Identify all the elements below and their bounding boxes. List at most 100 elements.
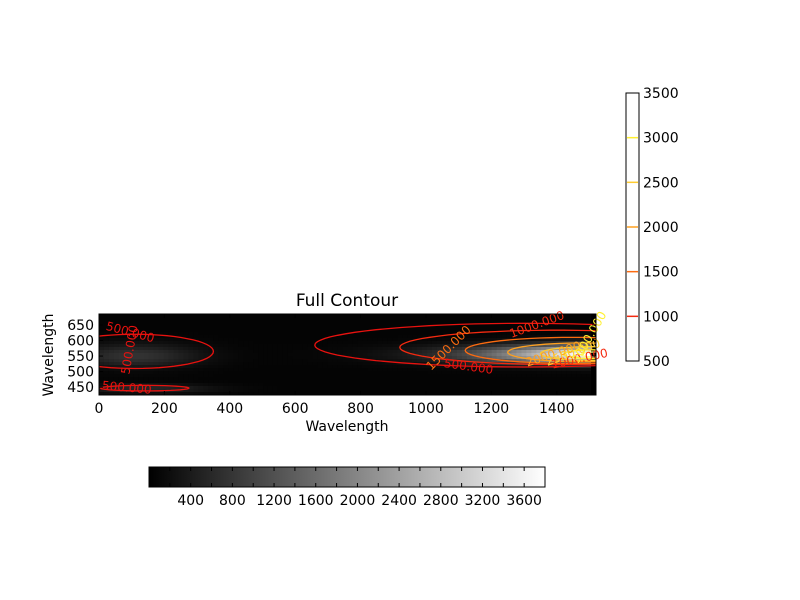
heatmap-cell [551, 368, 557, 372]
heatmap-cell [407, 386, 413, 390]
heatmap-cell [113, 323, 120, 327]
heatmap-cell [193, 365, 199, 369]
heatmap-cell [223, 353, 229, 357]
heatmap-cell [332, 335, 339, 339]
heatmap-cell [118, 359, 125, 363]
heatmap-cell [123, 392, 130, 395]
heatmap-cell [362, 356, 368, 360]
heatmap-cell [302, 368, 309, 372]
heatmap-cell [422, 329, 428, 333]
heatmap-cell [407, 314, 413, 318]
heatmap-cell [178, 380, 185, 384]
heatmap-cell [108, 389, 115, 393]
heatmap-cell [556, 326, 562, 330]
heatmap-cell [506, 389, 513, 393]
heatmap-cell [591, 356, 596, 360]
heatmap-cell [258, 389, 264, 393]
heatmap-cell [103, 359, 110, 363]
heatmap-cell [238, 380, 244, 384]
heatmap-cell [128, 335, 135, 339]
heatmap-cell [123, 323, 130, 327]
heatmap-cell [407, 350, 413, 354]
heatmap-cell [228, 344, 234, 348]
heatmap-cell [541, 344, 547, 348]
heatmap-cell [327, 341, 334, 345]
heatmap-cell [272, 383, 279, 387]
heatmap-cell [496, 380, 503, 384]
heatmap-cell [263, 317, 269, 321]
heatmap-cell [272, 323, 279, 327]
heatmap-cell [307, 359, 314, 363]
heatmap-cell [108, 320, 115, 324]
heatmap-cell [506, 371, 513, 375]
heatmap-cell [148, 344, 155, 348]
heatmap-cell [506, 356, 513, 360]
heatmap-cell [501, 374, 508, 378]
heatmap-cell [267, 368, 274, 372]
heatmap-cell [347, 389, 354, 393]
heatmap-cell [188, 335, 195, 339]
heatmap-cell [541, 389, 547, 393]
heatmap-cell [397, 335, 403, 339]
heatmap-cell [327, 386, 334, 390]
heatmap-cell [103, 356, 110, 360]
heatmap-cell [431, 341, 438, 345]
heatmap-cell [551, 386, 557, 390]
heatmap-cell [282, 374, 289, 378]
heatmap-cell [178, 332, 185, 336]
heatmap-cell [223, 332, 229, 336]
heatmap-cell [526, 350, 532, 354]
heatmap-cell [446, 326, 453, 330]
heatmap-cell [322, 353, 329, 357]
heatmap-cell [103, 314, 110, 318]
heatmap-cell [178, 386, 185, 390]
heatmap-cell [263, 383, 269, 387]
heatmap-cell [367, 356, 373, 360]
heatmap-cell [541, 341, 547, 345]
heatmap-cell [188, 377, 195, 381]
heatmap-cell [566, 314, 572, 318]
heatmap-cell [277, 389, 284, 393]
heatmap-cell [258, 317, 264, 321]
heatmap-cell [392, 341, 398, 345]
heatmap-cell [516, 341, 523, 345]
heatmap-cell [238, 344, 244, 348]
heatmap-cell [461, 377, 468, 381]
heatmap-cell [188, 368, 195, 372]
heatmap-cell [302, 323, 309, 327]
heatmap-cell [476, 371, 483, 375]
heatmap-cell [516, 344, 523, 348]
heatmap-cell [183, 371, 190, 375]
heatmap-cell [581, 320, 587, 324]
heatmap-cell [297, 344, 304, 348]
contour-line-500 [314, 322, 596, 368]
heatmap-cell [337, 326, 344, 330]
heatmap-cell [501, 350, 508, 354]
heatmap-cell [312, 374, 319, 378]
heatmap-cell [113, 353, 120, 357]
heatmap-cell [327, 332, 334, 336]
heatmap-cell [536, 383, 542, 387]
heatmap-cell [228, 389, 234, 393]
heatmap-cell [218, 386, 224, 390]
heatmap-cell [466, 377, 473, 381]
heatmap-cell [148, 386, 155, 390]
heatmap-cell [581, 374, 587, 378]
heatmap-cell [387, 344, 393, 348]
heatmap-cell [372, 329, 378, 333]
heatmap-cell [248, 365, 254, 369]
heatmap-cell [173, 353, 180, 357]
heatmap-cell [248, 362, 254, 366]
heatmap-cell [148, 380, 155, 384]
heatmap-cell [223, 347, 229, 351]
heatmap-cell [417, 329, 423, 333]
heatmap-cell [238, 320, 244, 324]
heatmap-cell [466, 323, 473, 327]
heatmap-cell [536, 341, 542, 345]
heatmap-cell [531, 332, 537, 336]
heatmap-cell [342, 338, 349, 342]
heatmap-cell [277, 332, 284, 336]
heatmap-cell [342, 353, 349, 357]
heatmap-cell [506, 350, 513, 354]
heatmap-cell [168, 368, 175, 372]
